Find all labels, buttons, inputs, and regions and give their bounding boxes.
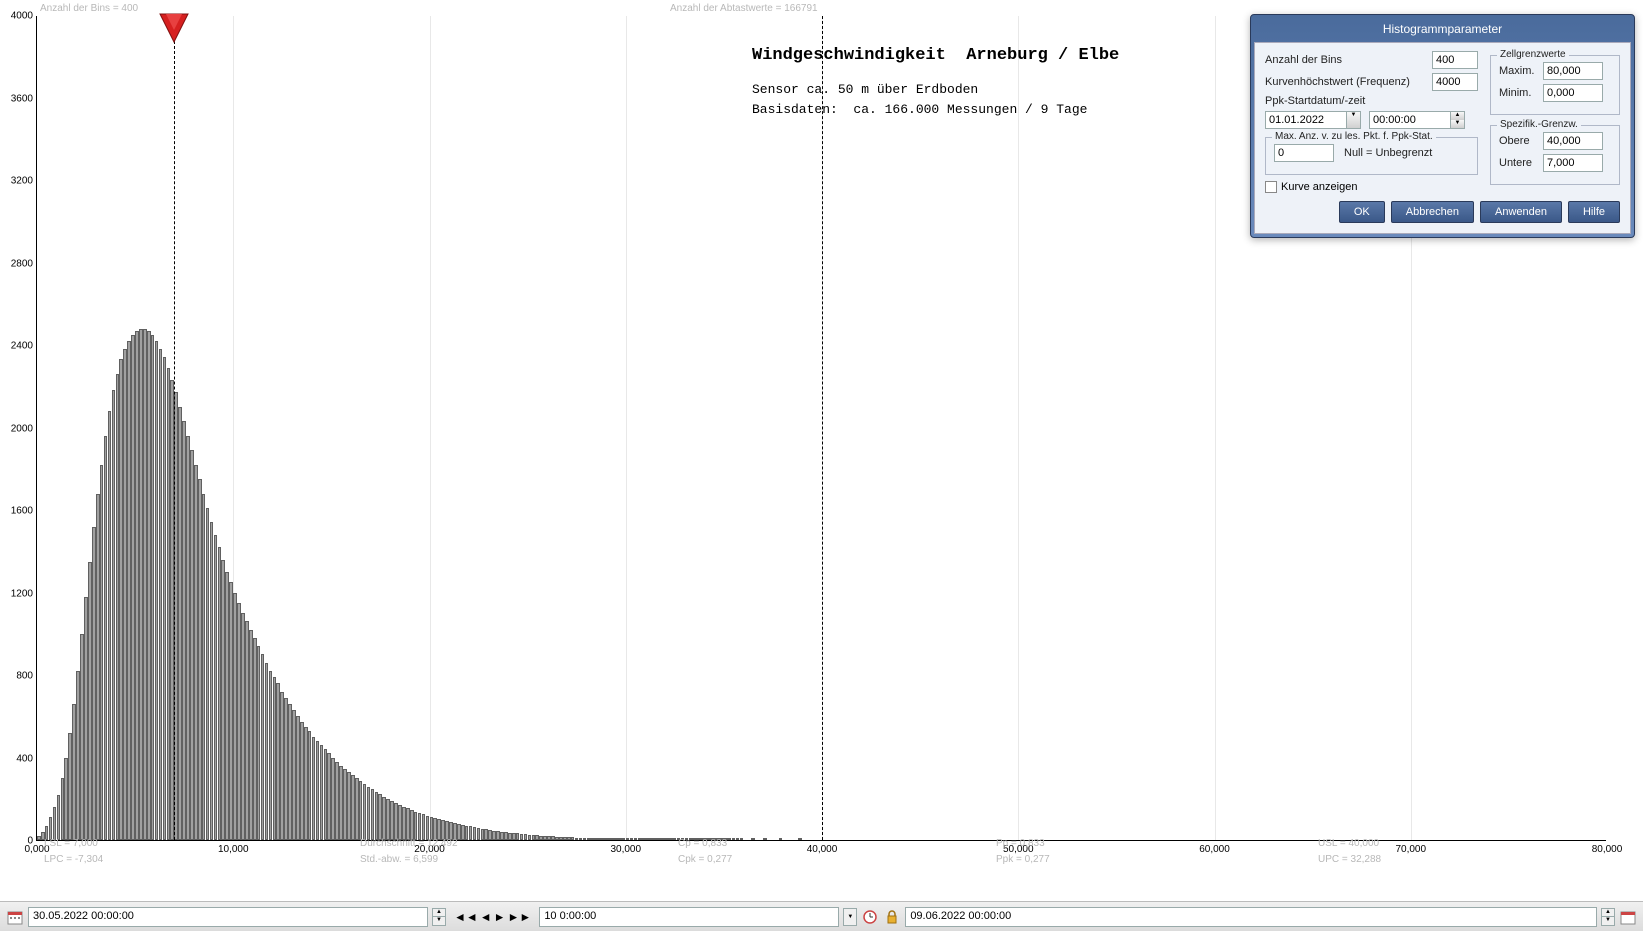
maxpoints-legend: Max. Anz. v. zu les. Pkt. f. Ppk-Stat. bbox=[1272, 131, 1436, 142]
stat-lpc: LPC = -7,304 bbox=[44, 854, 103, 865]
nav-next-fast-icon[interactable]: ►► bbox=[508, 910, 532, 924]
gridline bbox=[1018, 16, 1019, 840]
cell-legend: Zellgrenzwerte bbox=[1497, 49, 1569, 60]
apply-button[interactable]: Anwenden bbox=[1480, 201, 1562, 223]
cancel-button[interactable]: Abbrechen bbox=[1391, 201, 1474, 223]
end-spinner[interactable]: ▲▼ bbox=[1601, 908, 1615, 926]
stat-upc: UPC = 32,288 bbox=[1318, 854, 1381, 865]
samples-count-info: Anzahl der Abtastwerte = 166791 bbox=[670, 3, 818, 14]
histogram-params-dialog: Histogrammparameter Anzahl der Bins Kurv… bbox=[1250, 14, 1635, 238]
time-spinner-icon[interactable]: ▲▼ bbox=[1450, 112, 1464, 128]
y-tick-label: 800 bbox=[16, 671, 37, 682]
maxpoints-hint: Null = Unbegrenzt bbox=[1344, 147, 1432, 159]
spec-lower-input[interactable] bbox=[1543, 154, 1603, 172]
bins-count-info: Anzahl der Bins = 400 bbox=[40, 3, 138, 14]
freq-label: Kurvenhöchstwert (Frequenz) bbox=[1265, 76, 1432, 88]
ok-button[interactable]: OK bbox=[1339, 201, 1385, 223]
gridline bbox=[626, 16, 627, 840]
nav-prev-fast-icon[interactable]: ◄◄ bbox=[454, 910, 478, 924]
nav-prev-icon[interactable]: ◄ bbox=[480, 910, 492, 924]
cell-min-label: Minim. bbox=[1499, 87, 1543, 99]
stat-pp: Pp = 0,833 bbox=[996, 838, 1045, 849]
date-dropdown-icon[interactable]: ▼ bbox=[1346, 112, 1360, 128]
cell-max-label: Maxim. bbox=[1499, 65, 1543, 77]
y-tick-label: 2400 bbox=[11, 341, 37, 352]
y-tick-label: 2800 bbox=[11, 258, 37, 269]
clock-icon[interactable] bbox=[861, 908, 879, 926]
spec-legend: Spezifik.-Grenzw. bbox=[1497, 119, 1581, 130]
y-tick-label: 1600 bbox=[11, 506, 37, 517]
stat-usl: USL = 40,000 bbox=[1318, 838, 1379, 849]
gridline bbox=[1215, 16, 1216, 840]
end-datetime-field[interactable]: 09.06.2022 00:00:00 bbox=[905, 907, 1597, 927]
cell-min-input[interactable] bbox=[1543, 84, 1603, 102]
bins-label: Anzahl der Bins bbox=[1265, 54, 1432, 66]
lock-icon[interactable] bbox=[883, 908, 901, 926]
y-tick-label: 3200 bbox=[11, 176, 37, 187]
y-tick-label: 400 bbox=[16, 753, 37, 764]
stat-std: Std.-abw. = 6,599 bbox=[360, 854, 438, 865]
y-tick-label: 1200 bbox=[11, 588, 37, 599]
chart-area: Anzahl der Bins = 400 Anzahl der Abtastw… bbox=[0, 0, 1643, 896]
stat-cp: Cp = 0,833 bbox=[678, 838, 727, 849]
freq-input[interactable] bbox=[1432, 73, 1478, 91]
start-datetime-field[interactable]: 30.05.2022 00:00:00 bbox=[28, 907, 428, 927]
lsl-line bbox=[174, 16, 175, 840]
stat-lsl: LSL = 7,000 bbox=[44, 838, 98, 849]
dialog-title: Histogrammparameter bbox=[1254, 18, 1631, 42]
spec-lower-label: Untere bbox=[1499, 157, 1543, 169]
nav-next-icon[interactable]: ► bbox=[494, 910, 506, 924]
usl-line bbox=[822, 16, 823, 840]
gridline bbox=[430, 16, 431, 840]
stat-ppk: Ppk = 0,277 bbox=[996, 854, 1050, 865]
calendar-icon[interactable] bbox=[6, 908, 24, 926]
stat-cpk: Cpk = 0,277 bbox=[678, 854, 732, 865]
duration-field[interactable]: 10 0:00:00 bbox=[539, 907, 839, 927]
calendar-end-icon[interactable] bbox=[1619, 908, 1637, 926]
bins-input[interactable] bbox=[1432, 51, 1478, 69]
y-tick-label: 3600 bbox=[11, 93, 37, 104]
spec-upper-label: Obere bbox=[1499, 135, 1543, 147]
start-spinner[interactable]: ▲▼ bbox=[432, 908, 446, 926]
chart-subtitle-1: Sensor ca. 50 m über Erdboden bbox=[752, 82, 978, 97]
ppk-date-label: Ppk-Startdatum/-zeit bbox=[1265, 95, 1365, 107]
cell-max-input[interactable] bbox=[1543, 62, 1603, 80]
curve-label: Kurve anzeigen bbox=[1281, 181, 1357, 193]
help-button[interactable]: Hilfe bbox=[1568, 201, 1620, 223]
maxpoints-input[interactable] bbox=[1274, 144, 1334, 162]
chart-subtitle-2: Basisdaten: ca. 166.000 Messungen / 9 Ta… bbox=[752, 102, 1087, 117]
y-tick-label: 2000 bbox=[11, 423, 37, 434]
lsl-marker-icon bbox=[156, 12, 192, 48]
curve-checkbox[interactable] bbox=[1265, 181, 1277, 193]
chart-title: Windgeschwindigkeit Arneburg / Elbe bbox=[752, 46, 1119, 65]
stat-avg: Durchschnitt = 12,492 bbox=[360, 838, 458, 849]
bottom-toolbar: 30.05.2022 00:00:00 ▲▼ ◄◄ ◄ ► ►► 10 0:00… bbox=[0, 901, 1643, 931]
duration-dropdown[interactable]: ▼ bbox=[843, 908, 857, 926]
y-tick-label: 4000 bbox=[11, 11, 37, 22]
spec-upper-input[interactable] bbox=[1543, 132, 1603, 150]
